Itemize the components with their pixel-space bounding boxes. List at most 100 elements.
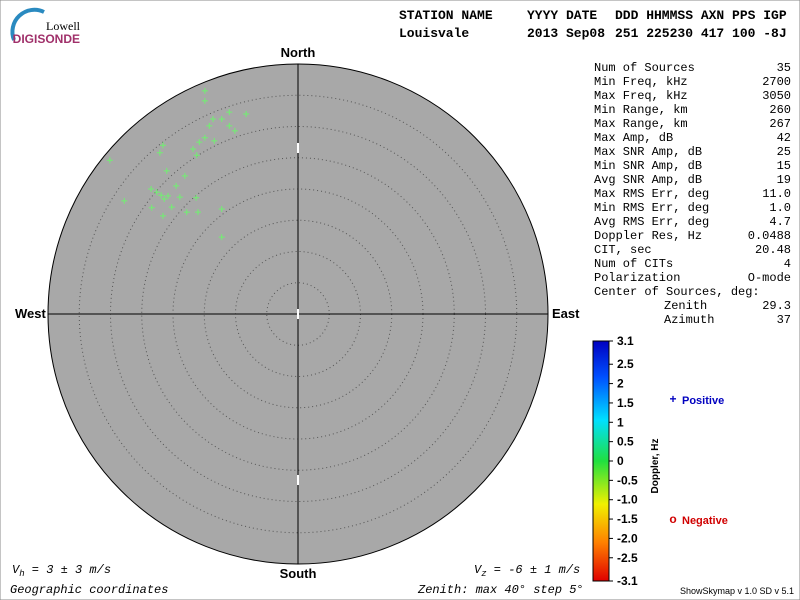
stat-value: 37 <box>777 313 791 327</box>
logo-arc <box>10 7 45 41</box>
stat-label: Azimuth <box>664 313 714 327</box>
stat-label: Max Range, km <box>594 117 688 131</box>
stat-label: Min SNR Amp, dB <box>594 159 702 173</box>
colorbar-tick-label: -2.5 <box>617 551 638 565</box>
stat-value: 25 <box>777 145 791 159</box>
source-point <box>181 172 188 179</box>
source-point <box>158 192 165 199</box>
stat-value: 4 <box>784 257 791 271</box>
colorbar-label: Doppler, Hz <box>650 438 661 493</box>
source-point <box>226 122 233 129</box>
source-point <box>106 157 113 164</box>
stat-value: 42 <box>777 131 791 145</box>
stat-label: Num of Sources <box>594 61 695 75</box>
logo-bottom: DIGISONDE <box>13 32 80 46</box>
colorbar-tick-label: 1 <box>617 415 624 429</box>
colorbar-tick-label: -1.0 <box>617 493 638 507</box>
stat-label: Min Range, km <box>594 103 688 117</box>
logo-top: Lowell <box>46 19 81 33</box>
stat-value: 11.0 <box>762 187 791 201</box>
legend-symbol: + <box>669 392 676 406</box>
source-point <box>121 197 128 204</box>
velocity-subscript: z <box>481 569 486 579</box>
source-point <box>163 167 170 174</box>
direction-label: South <box>280 566 317 581</box>
velocity-text: Vh = 3 ± 3 m/s <box>12 563 111 579</box>
velocity-subscript: h <box>19 569 24 579</box>
stat-value: 0.0488 <box>748 229 791 243</box>
colorbar-tick-label: 1.5 <box>617 396 634 410</box>
colorbar-tick-label: -1.5 <box>617 512 638 526</box>
stat-label: Zenith <box>664 299 707 313</box>
source-point <box>160 142 166 149</box>
colorbar-tick-label: -3.1 <box>617 574 638 588</box>
stat-value: 1.0 <box>769 201 791 215</box>
source-point <box>168 204 175 211</box>
source-point <box>176 194 183 201</box>
source-point <box>243 111 250 117</box>
stat-value: 267 <box>769 117 791 131</box>
header-cell: DDD HHMMSS AXN PPS IGP <box>615 8 787 23</box>
legend-symbol: o <box>669 512 676 526</box>
stat-value: 2700 <box>762 75 791 89</box>
footer-left: Geographic coordinates <box>10 583 168 597</box>
stat-label: Avg RMS Err, deg <box>594 215 709 229</box>
source-point <box>195 209 201 216</box>
stat-value: 20.48 <box>755 243 791 257</box>
source-point <box>148 204 155 211</box>
stat-label: Num of CITs <box>594 257 673 271</box>
velocity-symbol: V <box>474 563 483 577</box>
header-cell: Louisvale <box>399 26 469 41</box>
stat-label: Max SNR Amp, dB <box>594 145 702 159</box>
version: ShowSkymap v 1.0 SD v 5.1 <box>680 586 794 596</box>
source-point <box>201 134 208 141</box>
source-point <box>161 196 168 202</box>
source-point <box>156 149 163 156</box>
stat-value: 35 <box>777 61 791 75</box>
stat-value: O-mode <box>748 271 791 285</box>
source-point <box>211 137 218 144</box>
direction-label: North <box>281 45 316 60</box>
source-point <box>206 122 213 129</box>
colorbar-tick-label: -2.0 <box>617 531 638 545</box>
source-point <box>190 146 196 152</box>
source-point <box>210 116 216 122</box>
source-point <box>201 97 208 104</box>
header-cell: YYYY DATE <box>527 8 597 23</box>
stat-value: 3050 <box>762 89 791 103</box>
source-point <box>218 116 225 122</box>
velocity-text: Vz = -6 ± 1 m/s <box>474 563 580 579</box>
stat-value: 29.3 <box>762 299 791 313</box>
velocity-symbol: V <box>12 563 21 577</box>
direction-label: East <box>552 306 580 321</box>
source-point <box>160 212 166 219</box>
colorbar <box>592 340 610 582</box>
stat-label: Min Freq, kHz <box>594 75 688 89</box>
legend-label: Positive <box>682 395 724 407</box>
colorbar-tick-label: -0.5 <box>617 473 638 487</box>
stat-label: Min RMS Err, deg <box>594 201 709 215</box>
stat-value: 4.7 <box>769 215 791 229</box>
footer-right: Zenith: max 40° step 5° <box>417 583 584 597</box>
source-point <box>231 127 238 134</box>
header-cell: STATION NAME <box>399 8 493 23</box>
stat-label: CIT, sec <box>594 243 652 257</box>
colorbar-tick-label: 2 <box>617 377 624 391</box>
colorbar-tick-label: 3.1 <box>617 334 634 348</box>
source-point <box>201 87 208 94</box>
stat-label: Doppler Res, Hz <box>594 229 702 243</box>
velocity-value: = 3 ± 3 m/s <box>25 563 111 577</box>
stat-label: Avg SNR Amp, dB <box>594 173 702 187</box>
source-point <box>193 152 200 159</box>
source-point <box>153 189 160 196</box>
stat-value: 15 <box>777 159 791 173</box>
source-point <box>218 234 225 241</box>
stat-label: Max Freq, kHz <box>594 89 688 103</box>
colorbar-tick-label: 2.5 <box>617 357 634 371</box>
source-point <box>196 139 203 146</box>
source-point <box>148 186 155 192</box>
stat-label: Polarization <box>594 271 680 285</box>
stat-label: Max RMS Err, deg <box>594 187 709 201</box>
source-point <box>183 209 190 216</box>
